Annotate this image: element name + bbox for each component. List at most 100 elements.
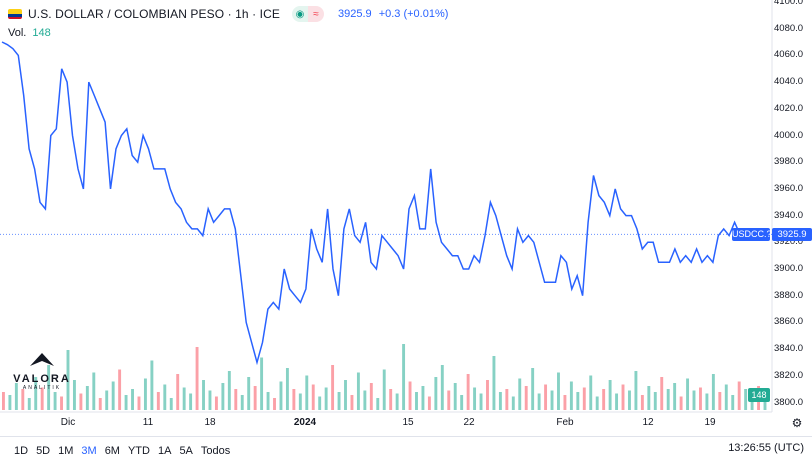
volume-bar [557,372,560,410]
volume-bar [34,377,38,410]
price-axis-label: 3960.0 [774,182,804,194]
valora-logo: VALORA ANALITIK [12,352,72,391]
volume-bar [634,371,638,410]
volume-bar [731,395,735,410]
timeframe-todos[interactable]: Todos [200,444,231,457]
volume-bar [505,389,509,410]
timeframe-1a[interactable]: 1A [157,444,172,457]
timeframe-5d[interactable]: 5D [36,444,51,457]
volume-bar [550,390,554,410]
indicator-pill[interactable]: ◉ ≈ [291,6,324,22]
volume-bar [260,357,264,410]
volume-bar [137,396,141,410]
chart-area[interactable] [0,0,812,436]
colombia-flag-icon [8,9,22,19]
time-axis-label: 11 [142,417,154,428]
volume-bar [47,365,51,410]
volume-bar [53,392,57,410]
symbol-title[interactable]: U.S. DOLLAR / COLOMBIAN PESO · 1h · ICE [28,7,280,21]
volume-bar [305,375,309,410]
timeframe-3m[interactable]: 3M [81,444,97,457]
volume-badge: 148 [748,388,770,402]
volume-bar [8,395,12,410]
valora-logo-icon [30,353,54,366]
volume-bar [531,368,535,410]
volume-bar [460,395,464,410]
clock[interactable]: 13:26:55 (UTC) [728,442,804,454]
time-axis-label: Dic [60,417,76,428]
volume-value: 148 [32,27,51,39]
volume-bar [608,380,612,410]
volume-bar [376,398,380,410]
volume-bar [350,395,354,410]
volume-bar [14,383,18,410]
price-axis-label: 4080.0 [774,22,804,34]
price-axis-label: 4100.0 [774,0,804,7]
settings-icon[interactable]: ⚙ [791,416,803,430]
volume-bar [466,374,470,410]
volume-bar [266,392,270,410]
volume-bar [595,396,599,410]
volume-bar [763,395,767,410]
price-axis-label: 4060.0 [774,49,804,61]
volume-bar [408,381,412,410]
volume-bar [247,377,251,410]
timeframe-bar: 1D 5D 1M 3M 6M YTD 1A 5A Todos [0,436,812,464]
timeframe-ytd[interactable]: YTD [127,444,150,457]
price-axis-label: 3920.0 [774,236,804,248]
time-axis-label: Feb [556,417,574,428]
volume-bar [718,392,722,410]
timeframe-1m[interactable]: 1M [58,444,74,457]
volume-legend: Vol. 148 [8,27,51,39]
volume-bar [415,392,418,410]
volume-bar [227,371,231,410]
time-axis-label: 15 [402,417,414,428]
volume-bar [92,372,96,410]
volume-bar [628,390,631,410]
logo-word: VALORA [13,373,71,385]
volume-bar [253,386,257,410]
timeframe-1d[interactable]: 1D [14,444,29,457]
price-axis-label: 3880.0 [774,289,804,301]
volume-bar [214,396,218,410]
volume-bar [705,393,709,410]
volume-bar [447,390,451,410]
price-axis-label: 3820.0 [774,369,804,381]
price-badge: 3925.9 [772,228,812,242]
volume-bar [537,393,541,410]
volume-bar [563,395,567,410]
volume-bar [356,372,360,410]
volume-bar [724,384,728,410]
volume-bar [331,365,335,410]
compare-icon[interactable]: ≈ [307,6,324,22]
volume-bar [647,386,651,410]
volume-bar [344,380,347,410]
price-axis-label: 3980.0 [774,156,804,168]
price-change: +0.3 (+0.01%) [378,8,449,20]
timeframe-5a[interactable]: 5A [179,444,193,457]
eye-icon[interactable]: ◉ [291,6,308,22]
time-axis-label: 22 [463,417,475,428]
volume-bar [318,396,322,410]
volume-bar [421,386,425,410]
symbol-badge: USDCC.? [732,228,772,242]
volume-bar [479,393,483,410]
time-axis-label: 12 [642,417,654,428]
volume-bar [589,375,593,410]
volume-bar [195,347,199,410]
price-axis-label: 3860.0 [774,316,804,328]
volume-bar [169,398,173,410]
volume-bar [395,393,399,410]
price-chart[interactable] [0,0,812,436]
volume-bar [602,389,606,410]
volume-bar [544,384,548,410]
price-axis-label: 4020.0 [774,102,804,114]
volume-bar [118,369,122,410]
volume-bar [369,383,373,410]
timeframe-6m[interactable]: 6M [104,444,120,457]
volume-bar [221,383,225,410]
volume-bar [21,389,25,410]
volume-bar [615,393,619,410]
volume-bar [292,389,296,410]
volume-bar [311,384,315,410]
